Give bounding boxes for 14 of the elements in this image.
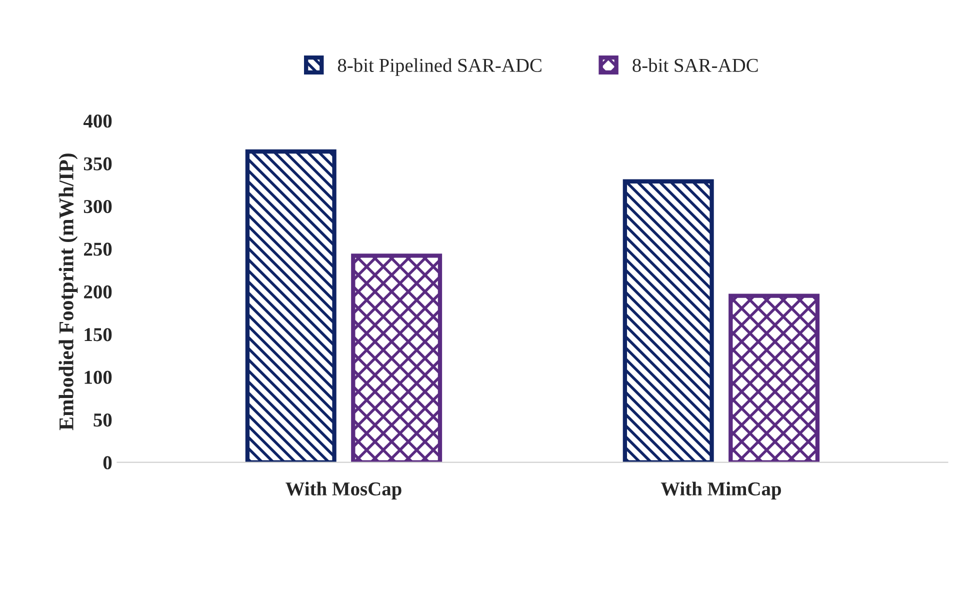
y-tick-label: 100	[84, 370, 112, 384]
y-tick-label: 400	[83, 114, 112, 128]
y-tick-label: 250	[84, 242, 112, 256]
legend-label: 8-bit Pipelined SAR-ADC	[338, 58, 542, 76]
x-tick-label: With MosCap	[286, 482, 402, 500]
y-tick-label: 50	[94, 413, 112, 427]
y-tick-label: 0	[103, 456, 112, 470]
x-tick-label: With MimCap	[660, 482, 782, 500]
legend-label: 8-bit SAR-ADC	[632, 58, 758, 72]
y-tick-label: 200	[84, 285, 112, 298]
y-tick-label: 300	[84, 200, 112, 214]
y-tick-label: 150	[84, 328, 112, 342]
y-axis-title: Embodied Footprint (mWh/IP)	[58, 154, 78, 430]
y-tick-label: 350	[84, 157, 112, 170]
